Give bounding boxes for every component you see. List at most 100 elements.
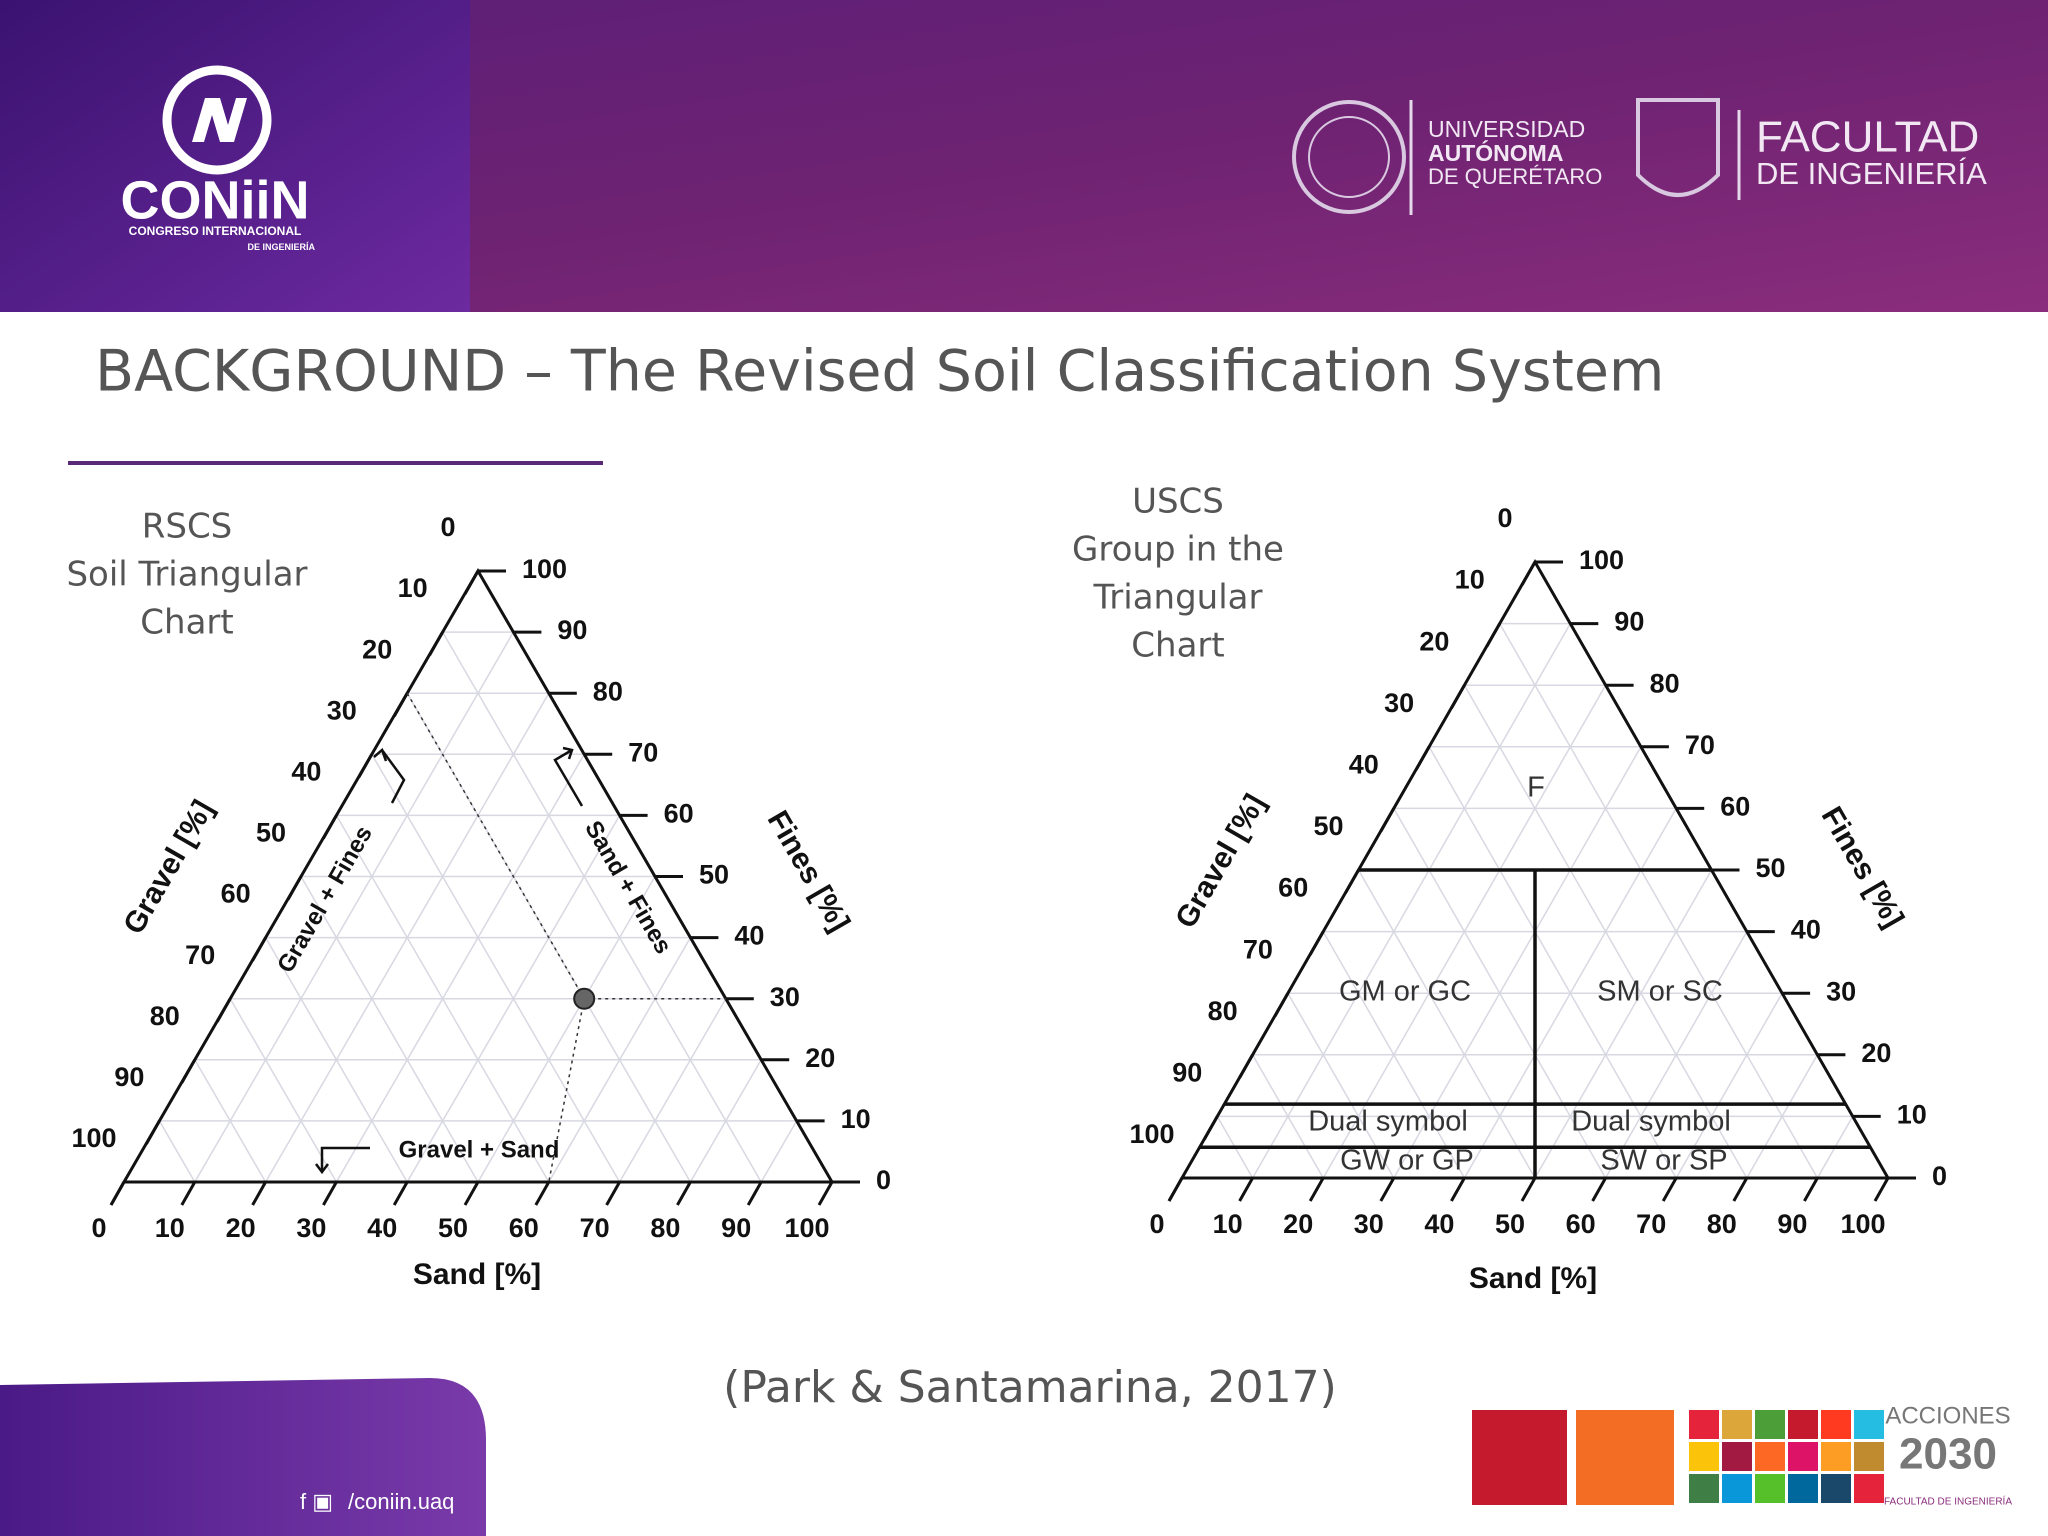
logo-line: CONGRESO INTERNACIONAL	[129, 224, 302, 238]
caption: Soil Triangular	[66, 555, 307, 595]
tick-mark	[109, 1181, 126, 1206]
tick-label: 90	[557, 615, 587, 645]
tick-label: 10	[1213, 1209, 1243, 1239]
tick-mark	[463, 1181, 480, 1206]
tick-mark	[605, 1181, 621, 1206]
tick-label: 0	[1497, 503, 1512, 533]
axis-title: Sand [%]	[1469, 1262, 1597, 1295]
tick-mark	[1379, 807, 1396, 833]
tick-label: 40	[1424, 1209, 1454, 1239]
arrow	[562, 746, 574, 760]
tick-label: 70	[1636, 1209, 1666, 1239]
tick-label: 90	[1777, 1209, 1807, 1239]
tick-label: 70	[1685, 730, 1715, 760]
acciones: ACCIONES	[1885, 1402, 2010, 1429]
sdg-square	[1689, 1474, 1719, 1503]
grid-line	[1499, 623, 1819, 1179]
caption: Chart	[1131, 626, 1224, 666]
tick-label: 0	[1932, 1161, 1947, 1191]
faculty-emblem	[1636, 98, 1720, 197]
tick-label: 100	[522, 554, 567, 584]
tick-mark	[1238, 1054, 1254, 1079]
social-handle: /coniin.uaq	[348, 1489, 454, 1514]
grid-line	[1251, 623, 1571, 1179]
tick-mark	[1308, 1177, 1325, 1202]
grid-line	[1463, 684, 1748, 1179]
uni-line: AUTÓNOMA	[1428, 139, 1563, 166]
tick-mark	[1238, 1177, 1254, 1202]
grid-line	[158, 1120, 196, 1183]
grid-line	[441, 631, 762, 1183]
axis-title: Sand [%]	[413, 1258, 541, 1291]
tick-mark	[145, 1120, 161, 1145]
tick-label: 30	[1826, 976, 1856, 1006]
zone-label: F	[1527, 772, 1545, 804]
uni-line: DE QUERÉTARO	[1428, 164, 1602, 189]
arrow	[315, 1163, 329, 1175]
tick-label: 40	[367, 1213, 397, 1243]
logo-ring	[162, 65, 272, 175]
grid-line	[335, 815, 550, 1183]
uni-line: UNIVERSIDAD	[1428, 116, 1585, 142]
logo-name: CONiiN	[121, 170, 310, 230]
tick-label: 0	[876, 1165, 891, 1195]
grid-line	[477, 876, 656, 1183]
sdg-square	[1854, 1410, 1884, 1439]
tick-label: 60	[664, 799, 694, 829]
tick-label: 50	[1495, 1209, 1525, 1239]
sdg-square	[1854, 1442, 1884, 1471]
tick-mark	[1202, 1115, 1219, 1141]
grid-line	[1393, 746, 1642, 1179]
tick-label: 40	[1791, 915, 1821, 945]
acciones-year: 2030	[1899, 1430, 1997, 1479]
tick-label: 100	[1129, 1119, 1174, 1149]
tick-label: 60	[1566, 1209, 1596, 1239]
grid-line	[1322, 931, 1466, 1179]
footer-faculty: FACULTAD DE INGENIERÍA	[1884, 1495, 2012, 1508]
sdg-icon	[1472, 1410, 1567, 1505]
sdg-square	[1854, 1474, 1884, 1503]
uaq-emblem	[1292, 100, 1406, 214]
tick-mark	[1520, 561, 1537, 586]
sdg-square	[1689, 1410, 1719, 1439]
tick-label: 90	[721, 1213, 751, 1243]
tick-label: 80	[1208, 996, 1238, 1026]
guide-line	[406, 692, 585, 1000]
sdg-square	[1788, 1410, 1818, 1439]
tick-label: 100	[784, 1213, 829, 1243]
arrow	[320, 1146, 370, 1172]
grid-line	[371, 753, 621, 1183]
axis-title: Gravel [%]	[1169, 789, 1272, 934]
sample-point	[573, 987, 596, 1010]
tick-label: 10	[1897, 1100, 1927, 1130]
tick-mark	[1803, 1177, 1819, 1202]
tick-label: 20	[1283, 1209, 1313, 1239]
uaq-emblem	[1308, 116, 1390, 198]
tick-mark	[817, 1181, 834, 1206]
tick-mark	[1450, 1177, 1466, 1202]
zone-label: Dual symbol	[1308, 1106, 1468, 1138]
faculty-line: FACULTAD	[1756, 113, 1979, 162]
tick-label: 90	[114, 1062, 144, 1092]
tick-label: 90	[1172, 1058, 1202, 1088]
tick-label: 100	[1840, 1209, 1885, 1239]
faculty-line: DE INGENIERÍA	[1756, 156, 1987, 191]
tick-label: 20	[1419, 626, 1449, 656]
tick-label: 100	[71, 1123, 116, 1153]
tick-label: 80	[650, 1213, 680, 1243]
sdg-square	[1788, 1442, 1818, 1471]
tick-mark	[286, 875, 303, 901]
tick-mark	[1414, 746, 1431, 771]
axis-title: Fines [%]	[1815, 801, 1910, 933]
caption: USCS	[1132, 482, 1224, 522]
caption: Chart	[140, 603, 233, 643]
arrow	[380, 749, 406, 804]
tick-mark	[1344, 869, 1360, 894]
tick-label: 30	[1384, 688, 1414, 718]
tick-label: 20	[226, 1213, 256, 1243]
social-icons: f ▣	[300, 1489, 333, 1514]
grid-line	[194, 1059, 267, 1183]
tick-label: 20	[362, 634, 392, 664]
tick-mark	[1873, 1177, 1890, 1202]
grid-line	[194, 631, 515, 1183]
